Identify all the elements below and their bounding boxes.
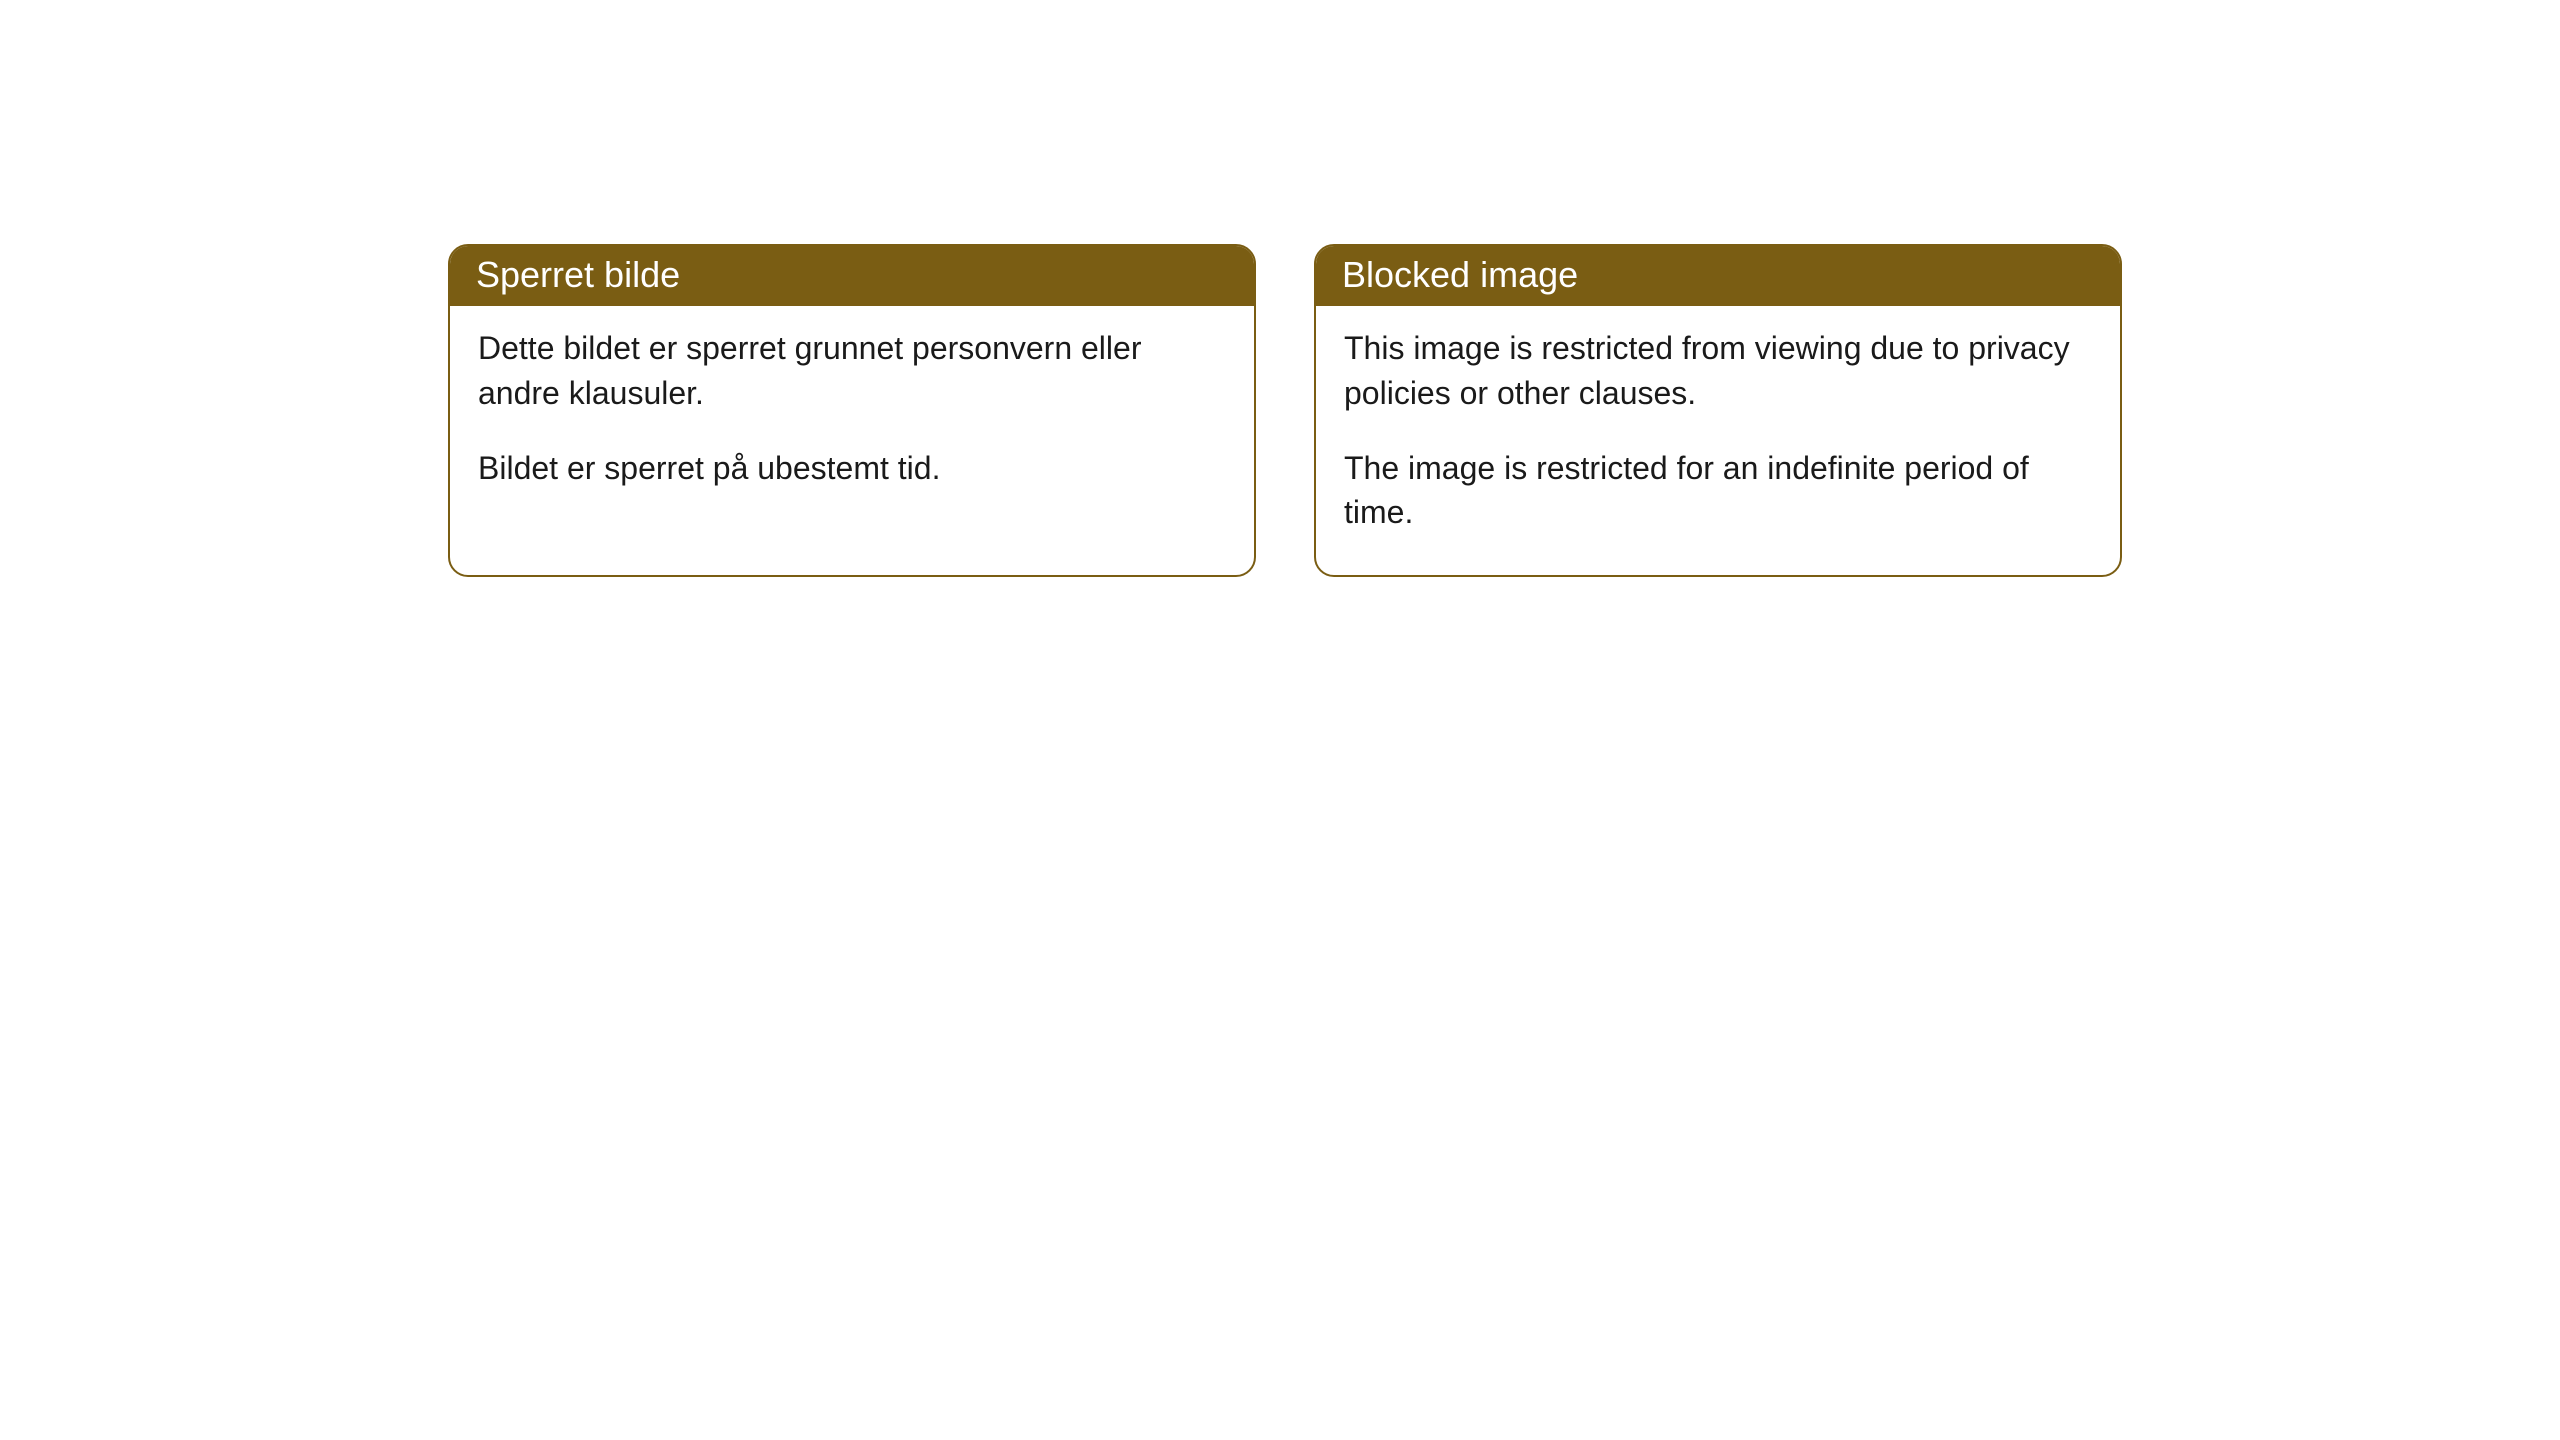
- card-body: This image is restricted from viewing du…: [1316, 306, 2120, 575]
- notice-cards-container: Sperret bilde Dette bildet er sperret gr…: [448, 244, 2560, 577]
- card-header: Blocked image: [1316, 246, 2120, 306]
- card-body: Dette bildet er sperret grunnet personve…: [450, 306, 1254, 530]
- notice-card-english: Blocked image This image is restricted f…: [1314, 244, 2122, 577]
- card-paragraph: The image is restricted for an indefinit…: [1344, 446, 2092, 536]
- card-paragraph: Bildet er sperret på ubestemt tid.: [478, 446, 1226, 491]
- card-paragraph: Dette bildet er sperret grunnet personve…: [478, 326, 1226, 416]
- notice-card-norwegian: Sperret bilde Dette bildet er sperret gr…: [448, 244, 1256, 577]
- card-paragraph: This image is restricted from viewing du…: [1344, 326, 2092, 416]
- card-header: Sperret bilde: [450, 246, 1254, 306]
